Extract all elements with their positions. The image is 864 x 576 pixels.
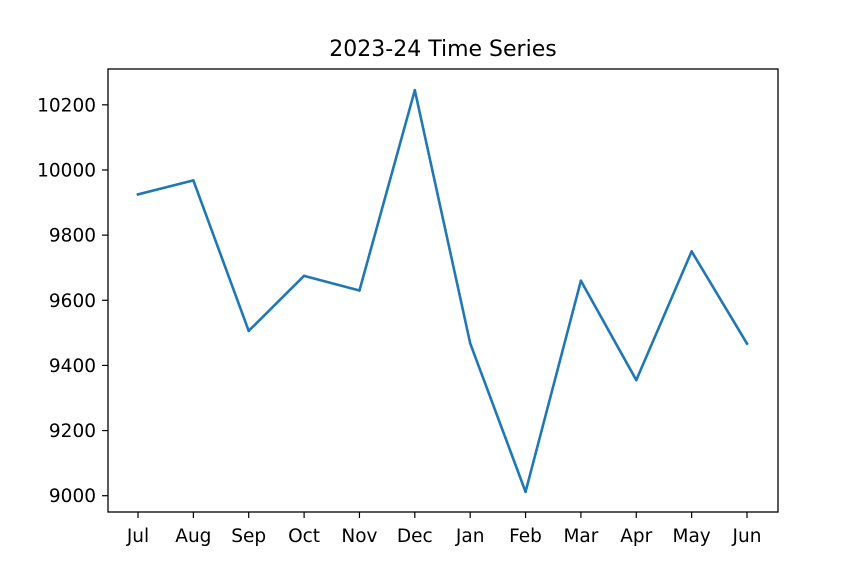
y-tick-label: 9600 — [49, 291, 96, 312]
x-tick-label: Jan — [455, 526, 485, 547]
x-tick-label: Dec — [397, 526, 433, 547]
y-tick-label: 9400 — [49, 356, 96, 377]
data-point — [358, 289, 361, 292]
x-tick-label: Aug — [175, 526, 211, 547]
data-point — [634, 378, 638, 382]
data-point — [302, 274, 306, 278]
data-point — [192, 179, 195, 182]
y-tick-label: 9800 — [49, 226, 96, 247]
chart-title: 2023-24 Time Series — [329, 37, 556, 62]
data-point — [524, 490, 527, 494]
x-tick-label: Mar — [563, 526, 598, 547]
data-point — [690, 250, 693, 253]
x-tick-label: May — [673, 526, 711, 547]
x-tick-label: Jul — [126, 526, 149, 547]
plot-area-frame — [107, 68, 779, 513]
y-tick-label: 10000 — [37, 160, 96, 181]
x-tick-label: Jun — [732, 526, 762, 547]
x-tick-label: Apr — [620, 526, 652, 547]
y-axis: 9000 9200 9400 9600 9800 10000 10200 — [37, 95, 108, 507]
series-group — [136, 88, 749, 494]
data-point — [413, 88, 417, 92]
y-tick-label: 9200 — [49, 421, 96, 442]
x-tick-label: Nov — [341, 526, 377, 547]
x-axis: Jul Aug Sep Oct Nov Dec Jan Feb Mar Apr May Jun — [126, 512, 762, 547]
x-tick-label: Sep — [231, 526, 266, 547]
data-point — [745, 342, 749, 345]
y-tick-label: 9000 — [49, 486, 96, 507]
x-tick-label: Oct — [288, 526, 320, 547]
data-point — [247, 329, 251, 333]
series-line — [136, 88, 749, 494]
y-tick-label: 10200 — [37, 95, 96, 116]
x-tick-label: Feb — [509, 526, 542, 547]
data-point — [468, 341, 472, 345]
data-point — [136, 193, 140, 196]
data-point — [579, 279, 583, 283]
